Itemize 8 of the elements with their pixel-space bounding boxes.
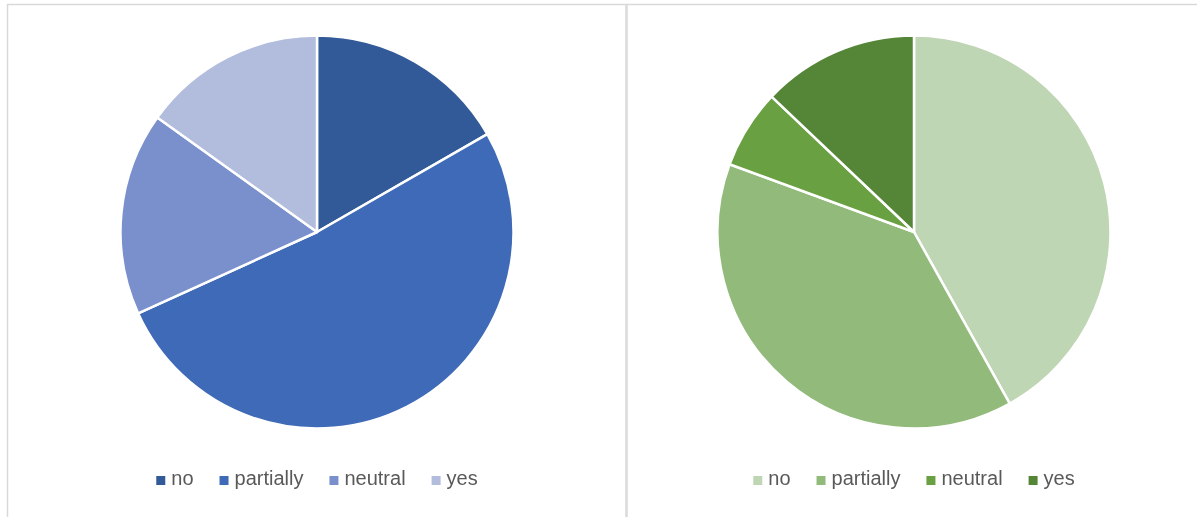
legend-label: neutral <box>344 467 406 489</box>
legend-label: no <box>768 467 791 489</box>
legend-label: yes <box>1043 467 1075 489</box>
legend-label: neutral <box>941 467 1003 489</box>
legend-label: partially <box>831 467 901 489</box>
legend-label: no <box>171 467 194 489</box>
legend-label: yes <box>446 467 478 489</box>
legend-label: partially <box>234 467 304 489</box>
